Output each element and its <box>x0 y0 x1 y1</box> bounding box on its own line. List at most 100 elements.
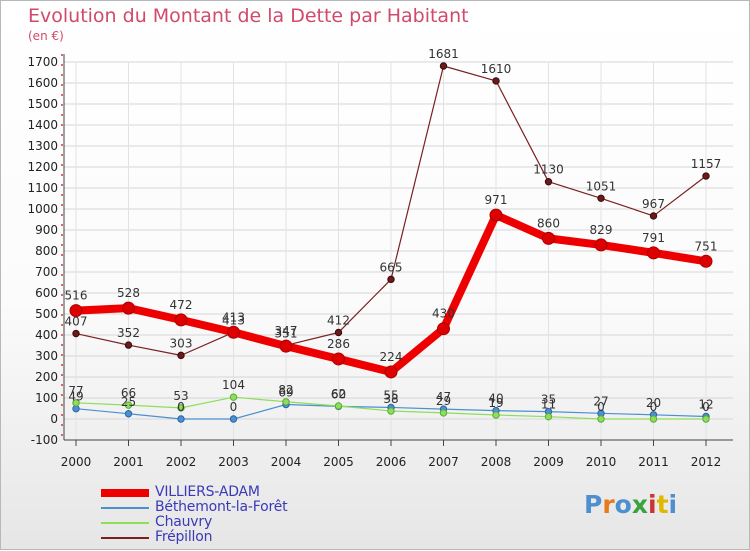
point-chauvry <box>387 407 395 415</box>
data-label-bethemont: 12 <box>698 397 713 411</box>
point-frepillon <box>72 329 80 338</box>
data-label-villiers-adam: 224 <box>380 350 403 364</box>
x-tick-label: 2001 <box>113 455 144 469</box>
data-label-frepillon: 1681 <box>428 47 459 61</box>
point-frepillon <box>334 328 343 337</box>
y-tick-label: 200 <box>35 370 58 384</box>
x-tick-label: 2002 <box>166 455 197 469</box>
point-villiers-adam <box>69 304 83 318</box>
point-villiers-adam <box>647 246 660 260</box>
point-frepillon <box>124 341 133 349</box>
data-label-chauvry: 19 <box>488 396 503 410</box>
point-chauvry <box>282 398 290 406</box>
data-label-frepillon: 967 <box>642 197 665 211</box>
point-villiers-adam <box>174 313 188 327</box>
data-label-frepillon: 665 <box>380 260 403 274</box>
data-label-villiers-adam: 516 <box>65 289 88 303</box>
point-frepillon <box>439 62 448 70</box>
data-label-frepillon: 412 <box>327 313 350 327</box>
point-villiers-adam <box>489 208 503 222</box>
legend-label-villiers-adam: VILLIERS-ADAM <box>155 484 260 500</box>
y-tick-label: 1300 <box>27 139 58 153</box>
data-label-frepillon: 413 <box>222 313 245 327</box>
chart-unit: (en €) <box>28 29 64 43</box>
data-label-frepillon: 1051 <box>586 179 617 193</box>
point-villiers-adam <box>542 231 555 245</box>
point-chauvry <box>544 412 553 421</box>
point-villiers-adam <box>384 365 398 379</box>
data-label-chauvry: 0 <box>650 400 658 414</box>
point-chauvry <box>492 411 500 419</box>
data-label-villiers-adam: 286 <box>327 337 350 351</box>
data-label-bethemont: 69 <box>278 386 293 400</box>
logo-letter: t <box>656 490 669 519</box>
logo-letter: r <box>602 490 615 519</box>
legend-swatch-villiers-adam <box>101 489 149 497</box>
data-label-villiers-adam: 751 <box>695 239 718 253</box>
y-tick-label: 1700 <box>27 55 58 69</box>
point-villiers-adam <box>699 254 713 268</box>
data-label-bethemont: 47 <box>436 390 451 404</box>
y-tick-label: 300 <box>35 349 58 363</box>
data-label-bethemont: 27 <box>593 394 608 408</box>
legend-label-frepillon: Frépillon <box>155 529 213 545</box>
data-label-frepillon: 351 <box>275 326 298 340</box>
point-chauvry <box>124 401 133 409</box>
point-frepillon <box>177 351 185 360</box>
point-villiers-adam <box>437 322 450 336</box>
y-tick-label: 100 <box>35 391 58 405</box>
point-bethemont <box>177 415 185 423</box>
data-label-villiers-adam: 430 <box>432 307 455 321</box>
x-tick-label: 2004 <box>271 455 302 469</box>
logo-letter: i <box>648 490 657 519</box>
data-label-chauvry: 62 <box>331 387 346 401</box>
data-label-villiers-adam: 791 <box>642 231 665 245</box>
y-tick-label: 800 <box>35 244 58 258</box>
point-bethemont <box>229 415 238 423</box>
chart-title: Evolution du Montant de la Dette par Hab… <box>28 5 469 27</box>
x-tick-label: 2005 <box>323 455 354 469</box>
data-label-villiers-adam: 860 <box>537 216 560 230</box>
x-tick-label: 2000 <box>61 455 92 469</box>
legend-swatch-chauvry <box>101 522 149 524</box>
point-chauvry <box>72 399 80 407</box>
data-label-villiers-adam: 472 <box>170 298 193 312</box>
data-label-villiers-adam: 971 <box>485 193 508 207</box>
y-tick-label: 700 <box>35 265 58 279</box>
x-tick-label: 2010 <box>586 455 617 469</box>
point-chauvry <box>649 415 658 423</box>
data-label-villiers-adam: 413 <box>222 310 245 324</box>
y-tick-label: -100 <box>31 433 58 447</box>
point-villiers-adam <box>279 339 293 353</box>
x-tick-label: 2011 <box>638 455 669 469</box>
data-label-villiers-adam: 528 <box>117 286 140 300</box>
y-tick-label: 1200 <box>27 160 58 174</box>
data-label-bethemont: 35 <box>541 393 556 407</box>
y-tick-label: 0 <box>50 412 58 426</box>
data-label-villiers-adam: 829 <box>590 223 613 237</box>
data-label-villiers-adam: 347 <box>275 324 298 338</box>
data-label-chauvry: 29 <box>436 394 451 408</box>
y-tick-label: 1400 <box>27 118 58 132</box>
data-label-chauvry: 0 <box>597 400 605 414</box>
y-tick-label: 400 <box>35 328 58 342</box>
logo-letter: o <box>614 490 632 519</box>
proxiti-logo: Proxiti <box>584 490 677 519</box>
data-label-chauvry: 0 <box>702 400 710 414</box>
data-label-frepillon: 303 <box>170 336 193 350</box>
point-frepillon <box>387 275 395 284</box>
point-villiers-adam <box>227 325 240 339</box>
legend-swatch-bethemont <box>101 507 149 509</box>
y-tick-label: 1500 <box>27 97 58 111</box>
data-label-chauvry: 82 <box>278 383 293 397</box>
data-label-frepillon: 1610 <box>481 62 512 76</box>
data-label-frepillon: 407 <box>65 315 88 329</box>
point-chauvry <box>439 409 448 417</box>
point-chauvry <box>229 393 238 401</box>
logo-letter: x <box>631 490 648 519</box>
x-tick-label: 2003 <box>218 455 249 469</box>
y-tick-label: 1000 <box>27 202 58 216</box>
y-tick-label: 600 <box>35 286 58 300</box>
